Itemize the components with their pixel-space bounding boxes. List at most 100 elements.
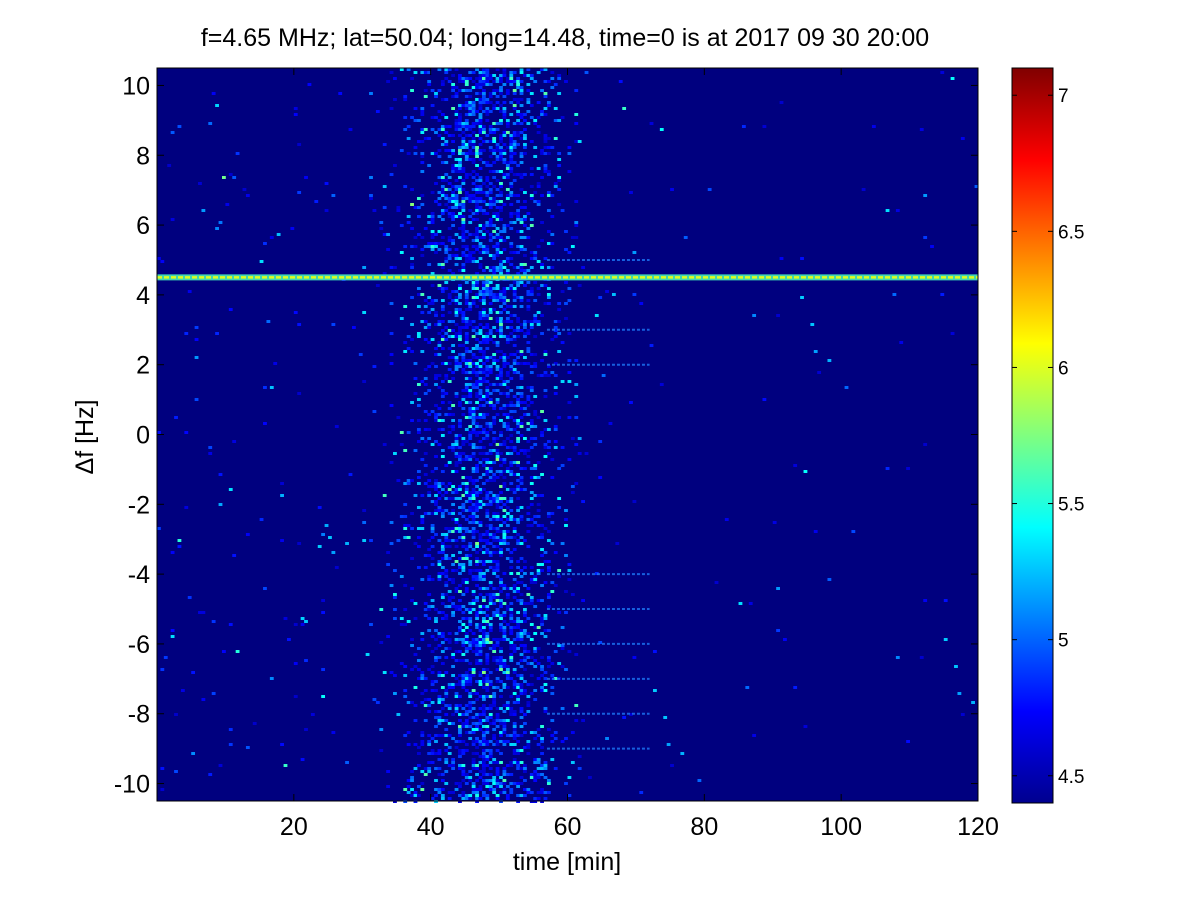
heatmap-cell: [468, 260, 473, 263]
heatmap-cell: [495, 251, 500, 254]
heatmap-cell: [516, 209, 521, 212]
heatmap-cell: [546, 137, 551, 140]
heatmap-cell: [437, 89, 442, 92]
heatmap-cell: [454, 365, 459, 368]
heatmap-cell: [488, 170, 493, 173]
heatmap-cell: [475, 521, 479, 524]
heatmap-cell: [485, 248, 490, 251]
heatmap-cell: [471, 161, 476, 164]
heatmap-cell: [492, 152, 497, 155]
heatmap-cell: [488, 329, 493, 332]
heatmap-cell: [509, 440, 514, 443]
heatmap-cell: [263, 386, 267, 389]
heatmap-cell: [420, 674, 425, 677]
heatmap-cell: [485, 224, 490, 227]
heatmap-cell: [427, 704, 432, 707]
heatmap-cell: [454, 215, 459, 218]
heatmap-cell: [499, 761, 503, 764]
heatmap-cell: [516, 371, 521, 374]
heatmap-cell: [471, 443, 476, 446]
heatmap-cell: [560, 740, 565, 743]
heatmap-cell: [475, 386, 479, 389]
heatmap-cell: [437, 506, 442, 509]
heatmap-cell: [478, 230, 483, 233]
heatmap-cell: [458, 497, 462, 500]
heatmap-cell: [468, 731, 473, 734]
heatmap-cell: [434, 533, 438, 536]
heatmap-cell: [481, 719, 486, 722]
heatmap-cell: [553, 137, 558, 140]
heatmap-cell: [437, 110, 442, 113]
heatmap-cell: [540, 149, 544, 152]
heatmap-cell: [505, 470, 510, 473]
heatmap-cell: [529, 218, 534, 221]
heatmap-cell: [444, 491, 449, 494]
heatmap-cell: [345, 542, 349, 545]
heatmap-cell: [437, 551, 442, 554]
heatmap-cell: [430, 761, 435, 764]
heatmap-cell: [553, 362, 558, 365]
heatmap-cell: [447, 512, 452, 515]
heatmap-cell: [499, 146, 503, 149]
heatmap-cell: [509, 320, 514, 323]
heatmap-cell: [892, 293, 897, 296]
heatmap-cell: [523, 284, 527, 287]
heatmap-cell: [444, 140, 449, 143]
heatmap-cell: [170, 551, 175, 554]
heatmap-cell: [464, 128, 469, 131]
heatmap-cell: [564, 590, 568, 593]
heatmap-cell: [536, 569, 541, 572]
heatmap-cell: [492, 131, 497, 134]
heatmap-cell: [481, 371, 486, 374]
heatmap-cell: [468, 320, 473, 323]
heatmap-cell: [170, 629, 175, 632]
heatmap-cell: [488, 404, 493, 407]
heatmap-cell: [485, 731, 490, 734]
heatmap-cell: [225, 203, 230, 206]
heatmap-cell: [536, 728, 541, 731]
heatmap-cell: [464, 257, 469, 260]
heatmap-cell: [413, 107, 418, 110]
heatmap-cell: [416, 332, 421, 335]
heatmap-cell: [485, 359, 490, 362]
heatmap-cell: [468, 506, 473, 509]
heatmap-cell: [410, 788, 414, 791]
heatmap-cell: [485, 641, 490, 644]
heatmap-cell: [526, 89, 531, 92]
heatmap-cell: [499, 80, 503, 83]
heatmap-cell: [485, 533, 490, 536]
heatmap-cell: [420, 350, 425, 353]
heatmap-cell: [416, 293, 421, 296]
heatmap-cell: [471, 245, 476, 248]
heatmap-cell: [492, 734, 497, 737]
heatmap-cell: [420, 248, 425, 251]
heatmap-cell: [427, 137, 432, 140]
heatmap-cell: [444, 638, 449, 641]
heatmap-cell: [458, 608, 462, 611]
heatmap-cell: [906, 740, 910, 743]
heatmap-cell: [622, 716, 627, 719]
heatmap-cell: [413, 617, 418, 620]
heatmap-cell: [495, 350, 500, 353]
heatmap-cell: [512, 680, 517, 683]
heatmap-cell: [492, 560, 497, 563]
heatmap-cell: [529, 602, 534, 605]
heatmap-cell: [464, 722, 469, 725]
heatmap-cell: [297, 392, 302, 395]
heatmap-cell: [451, 614, 456, 617]
heatmap-cell: [403, 608, 408, 611]
heatmap-cell: [464, 743, 469, 746]
heatmap-cell: [440, 263, 445, 266]
heatmap-cell: [293, 695, 298, 698]
heatmap-cell: [495, 560, 500, 563]
heatmap-cell: [430, 557, 435, 560]
heatmap-cell: [389, 332, 394, 335]
heatmap-cell: [423, 299, 428, 302]
heatmap-cell: [447, 362, 452, 365]
heatmap-cell: [536, 536, 541, 539]
heatmap-cell: [557, 332, 562, 335]
heatmap-cell: [263, 242, 267, 245]
heatmap-cell: [543, 350, 548, 353]
heatmap-cell: [481, 200, 486, 203]
heatmap-cell: [485, 71, 490, 74]
